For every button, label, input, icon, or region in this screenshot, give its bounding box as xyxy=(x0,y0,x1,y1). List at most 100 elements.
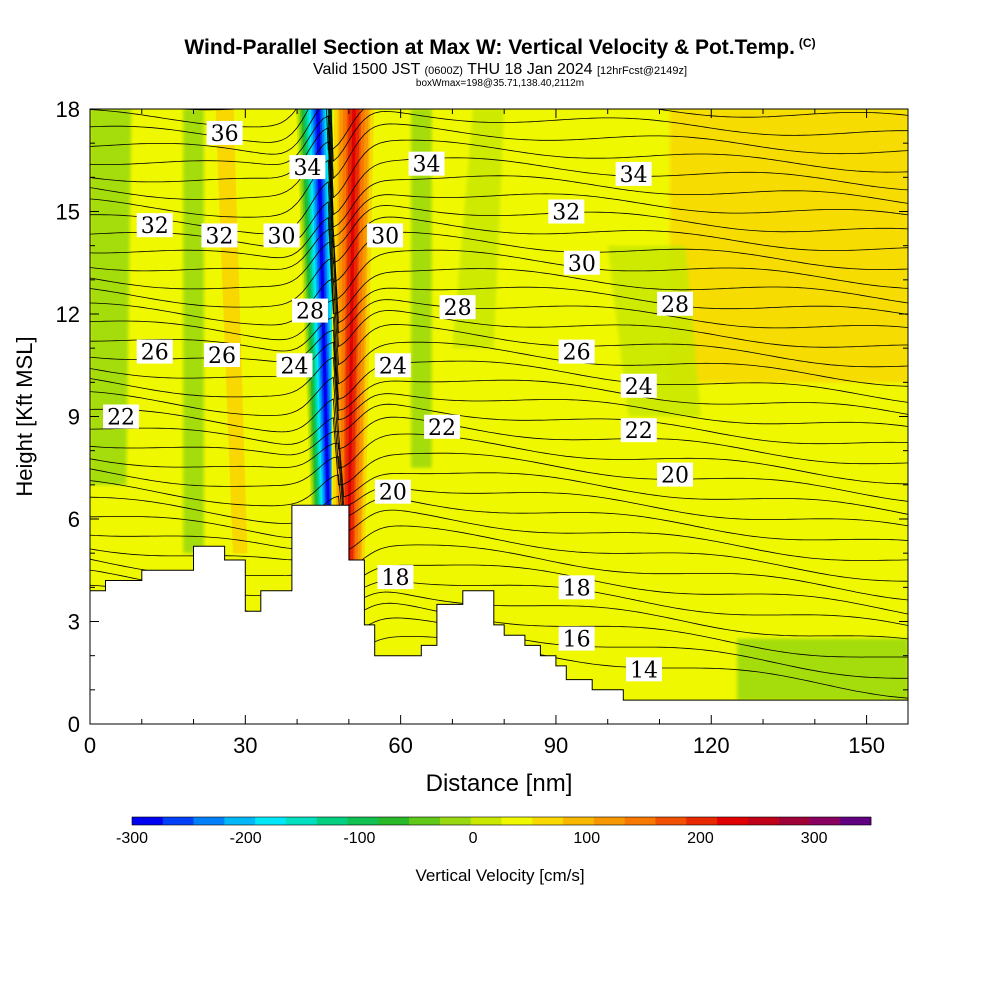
isentrope-line xyxy=(90,109,908,216)
svg-text:18: 18 xyxy=(563,576,591,601)
isentrope-line xyxy=(90,474,908,561)
svg-text:30: 30 xyxy=(268,224,296,249)
x-tick-label: 120 xyxy=(693,733,730,758)
y-tick-label: 0 xyxy=(68,712,80,737)
svg-text:24: 24 xyxy=(281,354,309,379)
colorbar-swatch xyxy=(162,817,194,825)
svg-text:16: 16 xyxy=(563,628,591,653)
x-tick-label: 0 xyxy=(84,733,96,758)
colorbar-swatch xyxy=(470,817,502,825)
colorbar-swatch xyxy=(809,817,841,825)
y-tick-label: 3 xyxy=(68,610,80,635)
svg-text:32: 32 xyxy=(205,224,233,249)
isentrope-line xyxy=(90,376,908,465)
isentrope-label: 30 xyxy=(263,223,300,249)
field-patch xyxy=(669,109,908,383)
isentrope-label: 26 xyxy=(136,339,173,366)
colorbar-swatch xyxy=(285,817,318,825)
isentrope-label: 22 xyxy=(620,418,657,444)
isentrope-line xyxy=(90,495,908,582)
y-axis-label: Height [Kft MSL] xyxy=(12,336,37,496)
isentrope-line xyxy=(90,515,908,601)
colorbar-swatch xyxy=(778,817,810,825)
colorbar-swatch xyxy=(532,817,564,825)
isentrope-label: 32 xyxy=(548,199,585,226)
colorbar-tick-label: 200 xyxy=(687,830,714,847)
isentrope-label: 22 xyxy=(103,404,140,431)
isentrope-line xyxy=(90,277,908,368)
colorbar-tick-label: 100 xyxy=(573,830,600,847)
svg-text:20: 20 xyxy=(379,481,407,506)
colorbar-swatch xyxy=(347,817,379,825)
chart-subtitle: Valid 1500 JST (0600Z) THU 18 Jan 2024 [… xyxy=(312,61,688,78)
isentrope-line xyxy=(90,240,908,334)
svg-text:30: 30 xyxy=(371,224,399,249)
isentrope-line xyxy=(90,544,908,626)
colorbar-swatch xyxy=(624,817,656,825)
isentrope-label: 28 xyxy=(292,298,329,325)
isentrope-line xyxy=(90,431,908,515)
x-tick-label: 60 xyxy=(388,733,412,758)
field-patch xyxy=(737,638,908,701)
colorbar-tick-label: 300 xyxy=(801,830,828,847)
isentrope-line xyxy=(90,228,908,324)
isentrope-label: 34 xyxy=(615,161,652,188)
isentrope-label: 20 xyxy=(657,462,694,489)
colorbar-swatch xyxy=(255,817,287,825)
isentrope-label: 32 xyxy=(136,213,173,239)
isentrope-label: 22 xyxy=(424,414,461,441)
svg-text:26: 26 xyxy=(563,341,591,366)
isentrope-line xyxy=(90,456,908,541)
svg-text:22: 22 xyxy=(625,419,653,444)
svg-text:36: 36 xyxy=(211,122,239,147)
colorbar-swatch xyxy=(409,817,441,825)
isentrope-line xyxy=(90,127,908,238)
isentrope-label: 34 xyxy=(289,155,326,181)
chart-title: Wind-Parallel Section at Max W: Vertical… xyxy=(184,36,816,59)
isentrope-line xyxy=(90,442,908,527)
svg-text:22: 22 xyxy=(107,406,135,431)
weak_lee_wave-band xyxy=(223,109,242,554)
isentrope-label: 24 xyxy=(374,353,411,379)
isentrope-label: 18 xyxy=(558,575,595,601)
field-patch xyxy=(410,109,432,468)
isentrope-label: 36 xyxy=(206,120,243,147)
isentrope-label: 16 xyxy=(558,626,595,653)
isentrope-label: 26 xyxy=(204,343,241,369)
svg-text:28: 28 xyxy=(661,293,689,318)
svg-text:24: 24 xyxy=(379,354,407,379)
y-tick-label: 18 xyxy=(56,97,80,122)
isentrope-line xyxy=(90,115,908,228)
isentrope-line xyxy=(90,299,908,387)
isentrope-label: 32 xyxy=(201,223,238,249)
y-tick-label: 15 xyxy=(56,200,80,225)
svg-text:24: 24 xyxy=(625,375,653,400)
colorbar-label: Vertical Velocity [cm/s] xyxy=(415,866,584,885)
isentrope-line xyxy=(90,531,908,615)
colorbar-swatch xyxy=(501,817,533,825)
isentrope-label: 24 xyxy=(620,373,657,400)
field-patch xyxy=(183,109,204,554)
colorbar-swatch xyxy=(717,817,749,825)
svg-text:30: 30 xyxy=(568,252,596,277)
isentrope-label: 30 xyxy=(367,223,404,249)
colorbar-tick-label: -100 xyxy=(343,830,375,847)
isentrope-label: 28 xyxy=(439,295,476,321)
colorbar-swatch xyxy=(686,817,718,825)
svg-text:28: 28 xyxy=(444,296,472,321)
isentrope-line xyxy=(90,341,908,427)
colorbar-swatch xyxy=(439,817,472,825)
isentrope-label: 24 xyxy=(276,353,313,379)
colorbar-swatch xyxy=(132,817,164,825)
svg-text:28: 28 xyxy=(296,300,324,325)
svg-text:20: 20 xyxy=(661,464,689,489)
svg-text:32: 32 xyxy=(552,201,580,226)
colorbar-swatch xyxy=(593,817,625,825)
x-tick-label: 30 xyxy=(233,733,257,758)
isentrope-label: 28 xyxy=(657,291,694,318)
colorbar-swatch xyxy=(224,817,256,825)
isentrope-line xyxy=(90,417,908,502)
svg-text:18: 18 xyxy=(381,566,409,591)
colorbar-tick-label: -200 xyxy=(230,830,262,847)
